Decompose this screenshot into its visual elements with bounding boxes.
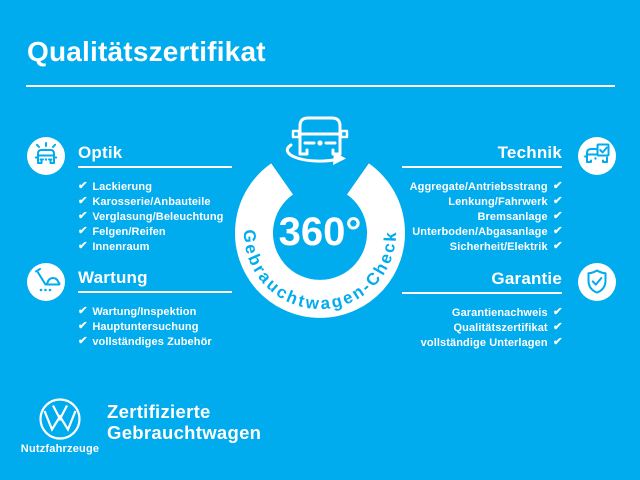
check-icon: ✔ — [552, 306, 563, 318]
checklist-garantie: ✔ Garantienachweis ✔ Qualitätszertifikat ✔… — [402, 305, 563, 350]
list-item-label: Sicherheit/Elektrik — [449, 240, 548, 253]
list-item: ✔ Wartung/Inspektion — [77, 304, 232, 319]
section-garantie: Garantie ✔ Garantienachweis ✔ Qualitätszer… — [402, 269, 563, 350]
list-item-label: Innenraum — [92, 240, 150, 253]
list-item: ✔ Qualitätszertifikat — [402, 320, 562, 335]
oil-service-icon — [27, 263, 65, 301]
list-item: ✔ Karosserie/Anbauteile — [77, 194, 232, 209]
check-icon: ✔ — [77, 225, 89, 237]
vw-logo — [39, 398, 81, 440]
list-item-label: vollständige Unterlagen — [420, 336, 548, 349]
list-item-label: vollständiges Zubehör — [92, 335, 212, 348]
check-icon: ✔ — [552, 180, 563, 192]
section-title-garantie: Garantie — [402, 269, 562, 294]
list-item: ✔ Lenkung/Fahrwerk — [402, 194, 562, 209]
list-item: ✔ Sicherheit/Elektrik — [402, 239, 563, 254]
list-item: ✔ Garantienachweis — [402, 305, 563, 320]
list-item-label: Qualitätszertifikat — [453, 321, 548, 334]
check-icon: ✔ — [552, 210, 563, 222]
list-item-label: Verglasung/Beleuchtung — [92, 210, 224, 223]
check-icon: ✔ — [77, 180, 89, 192]
section-title-optik: Optik — [78, 143, 232, 168]
check-icon: ✔ — [77, 320, 89, 332]
check-icon: ✔ — [552, 195, 563, 207]
list-item-label: Lenkung/Fahrwerk — [448, 195, 548, 208]
list-item-label: Garantienachweis — [451, 306, 548, 319]
list-item: ✔ Unterboden/Abgasanlage — [402, 224, 562, 239]
curved-label-text: Gebrauchtwagen-Check — [240, 229, 398, 313]
tagline-line1: Zertifizierte — [107, 401, 211, 422]
checklist-wartung: ✔ Wartung/Inspektion ✔ Hauptuntersuchung ✔… — [77, 304, 232, 349]
ring-shape — [235, 163, 405, 318]
title-divider — [26, 85, 615, 87]
checklist-technik: ✔ Aggregate/Antriebsstrang ✔ Lenkung/Fahrw… — [402, 179, 563, 254]
curved-label: Gebrauchtwagen-Check — [240, 229, 400, 313]
section-wartung: Wartung ✔ Wartung/Inspektion ✔ Hauptunters… — [77, 268, 232, 349]
shield-check-icon — [578, 263, 616, 301]
tagline-line2: Gebrauchtwagen — [107, 422, 262, 443]
section-optik: Optik ✔ Lackierung ✔ Karosserie/Anbauteile… — [77, 143, 232, 254]
section-technik: Technik ✔ Aggregate/Antriebsstrang ✔ Lenku… — [402, 143, 563, 254]
list-item-label: Hauptuntersuchung — [92, 320, 199, 333]
check-icon: ✔ — [77, 210, 89, 222]
list-item-label: Felgen/Reifen — [92, 225, 166, 238]
list-item: ✔ Felgen/Reifen — [77, 224, 232, 239]
van-checklist-icon — [578, 137, 616, 175]
brand-label: Nutzfahrzeuge — [20, 443, 100, 455]
list-item: ✔ Innenraum — [77, 239, 232, 254]
list-item: ✔ Verglasung/Beleuchtung — [77, 209, 232, 224]
list-item-label: Lackierung — [92, 180, 153, 193]
list-item: ✔ Hauptuntersuchung — [77, 319, 232, 334]
check-icon: ✔ — [77, 195, 89, 207]
list-item-label: Wartung/Inspektion — [92, 305, 197, 318]
center-360-badge: Gebrauchtwagen-Check 360° — [235, 116, 405, 318]
section-title-wartung: Wartung — [78, 268, 232, 293]
list-item: ✔ Lackierung — [77, 179, 232, 194]
list-item: ✔ vollständige Unterlagen — [402, 335, 563, 350]
list-item-label: Unterboden/Abgasanlage — [412, 225, 548, 238]
check-icon: ✔ — [552, 336, 563, 348]
check-icon: ✔ — [77, 240, 89, 252]
check-icon: ✔ — [77, 305, 89, 317]
list-item-label: Aggregate/Antriebsstrang — [409, 180, 548, 193]
list-item: ✔ Aggregate/Antriebsstrang — [402, 179, 563, 194]
check-icon: ✔ — [77, 335, 89, 347]
list-item-label: Bremsanlage — [477, 210, 548, 223]
van-front-shine-icon — [27, 137, 65, 175]
list-item-label: Karosserie/Anbauteile — [92, 195, 211, 208]
page-title: Qualitätszertifikat — [27, 36, 266, 67]
list-item: ✔ Bremsanlage — [402, 209, 562, 224]
list-item: ✔ vollständiges Zubehör — [77, 334, 232, 349]
degrees-label: 360° — [279, 210, 362, 254]
checklist-optik: ✔ Lackierung ✔ Karosserie/Anbauteile ✔ Verg… — [77, 179, 232, 254]
check-icon: ✔ — [552, 225, 563, 237]
tagline: Zertifizierte Gebrauchtwagen — [107, 401, 261, 443]
section-title-technik: Technik — [402, 143, 562, 168]
check-icon: ✔ — [552, 321, 563, 333]
check-icon: ✔ — [552, 240, 563, 252]
van-rotation-360-icon — [285, 116, 349, 165]
